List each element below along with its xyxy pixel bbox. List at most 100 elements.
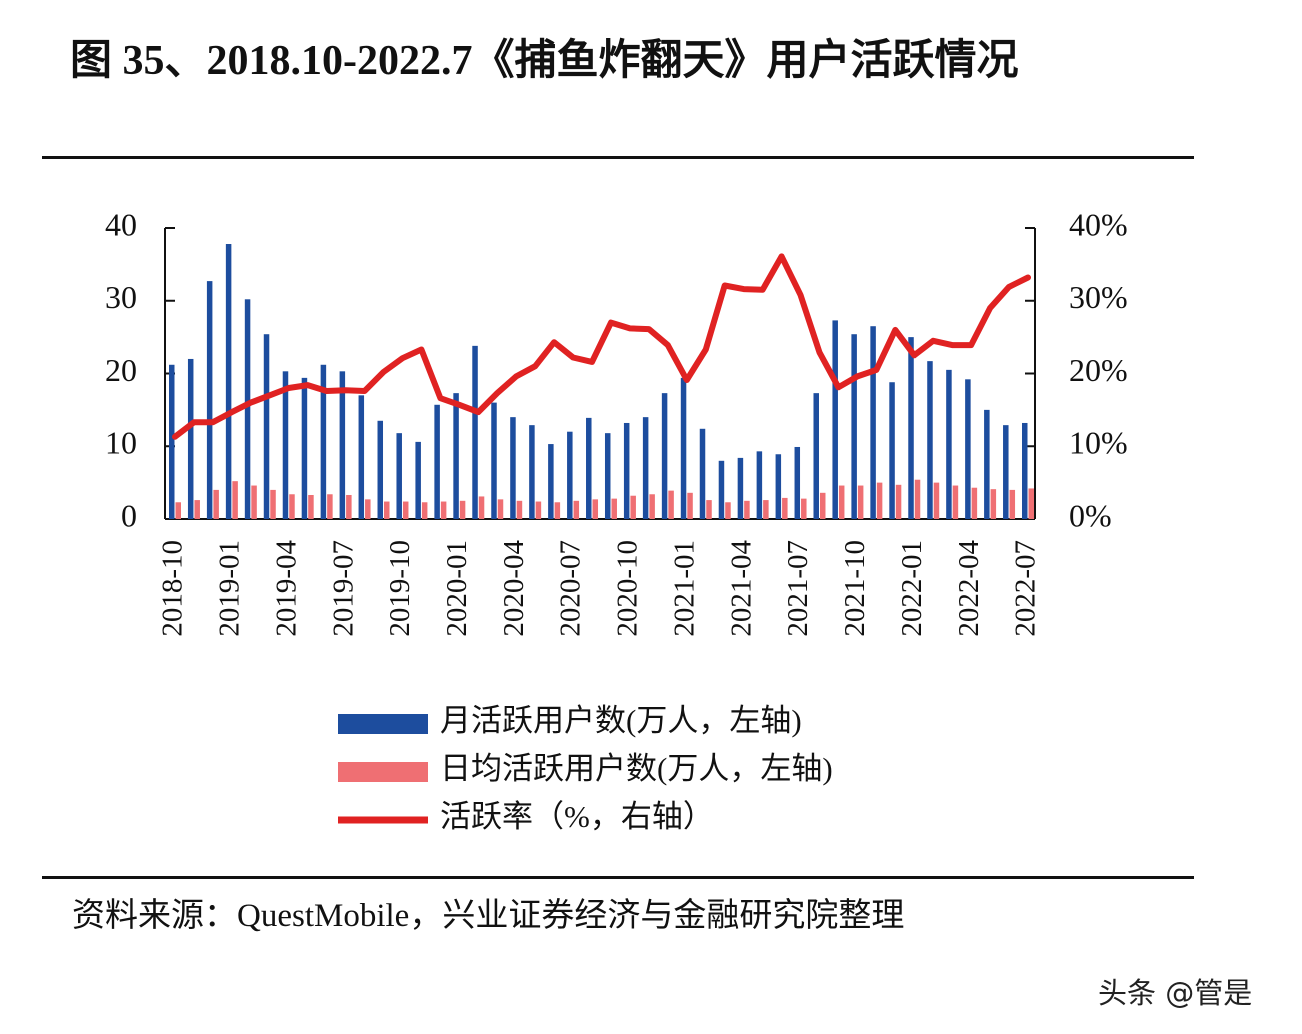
legend-swatch bbox=[338, 762, 428, 782]
bar bbox=[554, 502, 561, 519]
bar bbox=[402, 501, 409, 519]
bar bbox=[965, 379, 971, 519]
bar bbox=[832, 320, 838, 519]
bar bbox=[529, 425, 535, 519]
x-tick-label: 2020-10 bbox=[612, 540, 644, 637]
bar bbox=[365, 499, 371, 519]
legend-label: 日均活跃用户数(万人，左轴) bbox=[440, 751, 833, 786]
bar bbox=[472, 345, 478, 519]
y-tick-label: 40 bbox=[105, 206, 137, 242]
bar bbox=[984, 409, 990, 519]
bar bbox=[775, 454, 782, 519]
x-tick-label: 2020-01 bbox=[441, 540, 473, 637]
bar bbox=[990, 489, 997, 519]
bar bbox=[516, 500, 523, 519]
bar bbox=[819, 492, 826, 519]
bar bbox=[1003, 425, 1009, 519]
bar bbox=[573, 500, 580, 519]
bar bbox=[756, 451, 763, 519]
bar bbox=[384, 501, 390, 519]
legend-swatch bbox=[338, 714, 428, 734]
bar bbox=[857, 485, 864, 519]
bar bbox=[440, 501, 447, 519]
chart-title: 图 35、2018.10-2022.7《捕鱼炸翻天》用户活跃情况 bbox=[70, 38, 1019, 84]
bar bbox=[415, 441, 421, 519]
bar bbox=[725, 502, 731, 519]
bar bbox=[661, 393, 668, 519]
bar bbox=[548, 444, 554, 519]
bar bbox=[623, 422, 630, 519]
x-tick-label: 2020-07 bbox=[555, 540, 587, 637]
bar bbox=[895, 484, 902, 519]
x-tick-label: 2019-04 bbox=[270, 540, 302, 637]
y-tick-label: 0 bbox=[121, 497, 137, 533]
bar bbox=[232, 481, 238, 519]
rule bbox=[42, 876, 1194, 879]
bar bbox=[421, 502, 428, 519]
y2-tick-label: 20% bbox=[1069, 352, 1128, 388]
x-tick-label: 2019-10 bbox=[384, 540, 416, 637]
bar bbox=[194, 500, 200, 519]
bar bbox=[914, 479, 921, 519]
bar bbox=[206, 281, 213, 519]
y-tick-label: 10 bbox=[105, 425, 137, 461]
bar bbox=[718, 460, 725, 519]
bar bbox=[952, 485, 959, 519]
chart: 0 10 20 30 40 0% 10% 20% 30% 40% 2018-10 2019-01 201… bbox=[105, 206, 1128, 834]
bar bbox=[927, 361, 933, 519]
bar bbox=[737, 457, 744, 519]
bar bbox=[535, 501, 542, 519]
bar bbox=[592, 499, 599, 519]
bar bbox=[706, 500, 712, 519]
y2-tick-label: 30% bbox=[1069, 279, 1128, 315]
bar bbox=[611, 498, 617, 519]
line bbox=[172, 253, 1031, 440]
bar bbox=[358, 395, 365, 519]
legend-label: 活跃率（%，右轴） bbox=[440, 799, 714, 834]
bar bbox=[908, 337, 914, 519]
bar bbox=[870, 326, 876, 519]
bar bbox=[1009, 489, 1016, 519]
x-tick-label: 2022-04 bbox=[953, 540, 985, 637]
bar bbox=[377, 420, 384, 519]
bar bbox=[339, 371, 346, 519]
bar bbox=[327, 494, 333, 519]
bar bbox=[668, 490, 674, 519]
bar bbox=[320, 364, 327, 519]
bar bbox=[491, 402, 497, 519]
x-tick-label: 2021-10 bbox=[839, 540, 871, 637]
x-tick-label: 2021-04 bbox=[725, 540, 757, 637]
watermark: 头条 @管是 bbox=[1098, 976, 1253, 1010]
bar bbox=[680, 377, 687, 519]
bar bbox=[687, 492, 693, 519]
bar bbox=[289, 494, 295, 519]
bar bbox=[813, 393, 819, 519]
bar bbox=[946, 369, 952, 519]
bar bbox=[396, 433, 402, 519]
bar bbox=[213, 489, 219, 519]
bar bbox=[933, 482, 940, 519]
bar bbox=[459, 500, 466, 519]
bar bbox=[889, 382, 895, 519]
legend-label: 月活跃用户数(万人，左轴) bbox=[440, 703, 802, 738]
bar bbox=[642, 417, 649, 519]
y-tick-label: 20 bbox=[105, 352, 137, 388]
y2-tick-label: 40% bbox=[1069, 206, 1128, 242]
bar bbox=[225, 244, 232, 519]
x-tick-label: 2020-04 bbox=[498, 540, 530, 637]
x-tick-label: 2021-07 bbox=[782, 540, 814, 637]
x-tick-label: 2019-07 bbox=[327, 540, 359, 637]
bar bbox=[282, 371, 289, 519]
bar bbox=[801, 498, 807, 519]
bar bbox=[1028, 488, 1034, 519]
bar bbox=[699, 428, 706, 519]
bar bbox=[346, 494, 352, 519]
x-tick-label: 2019-01 bbox=[214, 540, 246, 637]
bar bbox=[763, 500, 769, 519]
bar bbox=[876, 482, 883, 519]
x-tick-label: 2022-07 bbox=[1010, 540, 1042, 637]
y2-tick-label: 10% bbox=[1069, 425, 1128, 461]
source: 资料来源：QuestMobile，兴业证券经济与金融研究院整理 bbox=[72, 898, 905, 934]
x-tick-label: 2018-10 bbox=[157, 540, 189, 637]
